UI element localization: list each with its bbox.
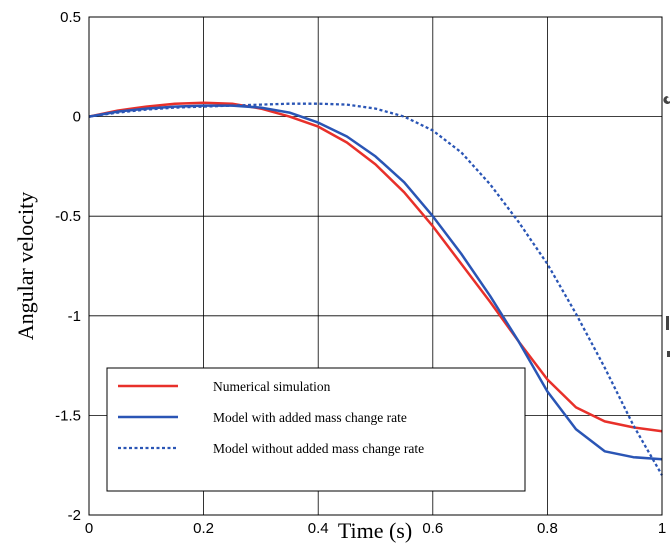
y-tick-label: -1.5 — [55, 407, 81, 424]
plot-frame — [88, 16, 663, 516]
series-line-1 — [88, 101, 663, 433]
y-tick-label: -0.5 — [55, 208, 81, 225]
legend-box — [106, 367, 526, 492]
y-tick-label: 0.5 — [60, 9, 81, 26]
y-tick-label: 0 — [73, 109, 81, 126]
x-tick-label: 0.6 — [422, 520, 443, 537]
x-tick-label: 0.4 — [308, 520, 329, 537]
edge-glyph-mark-2 — [666, 316, 669, 330]
y-tick-label: -1 — [68, 308, 81, 325]
legend: Numerical simulation Model with added mas… — [106, 367, 526, 492]
x-tick-label: 0.2 — [193, 520, 214, 537]
x-tick-label: 1 — [658, 520, 666, 537]
x-axis-label: Time (s) — [338, 518, 412, 543]
y-axis-label: Angular velocity — [13, 192, 38, 340]
y-tick-label: -2 — [68, 507, 81, 524]
x-axis-ticks: 0 0.2 0.4 0.6 0.8 1 — [85, 520, 666, 537]
edge-glyph-mark-1 — [663, 96, 670, 104]
series-line-3 — [88, 102, 663, 476]
y-axis-ticks: -2 -1.5 -1 -0.5 0 0.5 — [55, 9, 81, 524]
legend-label-2: Model with added mass change rate — [213, 410, 407, 425]
legend-label-3: Model without added mass change rate — [213, 441, 424, 456]
x-tick-label: 0 — [85, 520, 93, 537]
legend-label-1: Numerical simulation — [213, 379, 331, 394]
edge-glyph-mark-3 — [667, 351, 670, 357]
x-tick-label: 0.8 — [537, 520, 558, 537]
grid-lines — [89, 17, 662, 515]
series-layer — [88, 101, 663, 476]
